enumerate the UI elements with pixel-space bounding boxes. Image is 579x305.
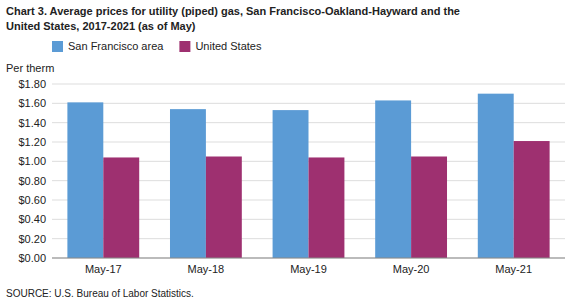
subtitle: United States, 2017-2021 (as of May) [6, 20, 196, 32]
y-tick-label: $0.40 [18, 213, 46, 225]
bars [67, 94, 549, 258]
bar [478, 94, 514, 258]
title: Chart 3. Average prices for utility (pip… [6, 5, 460, 17]
bar [411, 157, 447, 259]
grid [52, 84, 565, 258]
bar [309, 157, 345, 258]
x-tick-label: May-18 [188, 263, 225, 275]
bar [103, 157, 139, 258]
chart: Chart 3. Average prices for utility (pip… [0, 0, 579, 305]
bar [170, 109, 206, 258]
source: SOURCE: U.S. Bureau of Labor Statistics. [6, 288, 194, 299]
bar [514, 141, 550, 258]
bar [375, 100, 411, 258]
legend-label: San Francisco area [68, 40, 164, 52]
x-tick-label: May-20 [393, 263, 430, 275]
y-tick-label: $1.20 [18, 136, 46, 148]
legend-swatch [179, 41, 190, 52]
x-tick-label: May-17 [85, 263, 122, 275]
y-tick-label: $0.00 [18, 252, 46, 264]
y-tick-label: $1.40 [18, 117, 46, 129]
y-tick-label: $0.20 [18, 233, 46, 245]
legend: San Francisco area United States [52, 40, 262, 52]
grid-line [52, 84, 565, 85]
x-tick-label: May-19 [290, 263, 327, 275]
legend-swatch [52, 41, 63, 52]
y-tick-label: $0.60 [18, 194, 46, 206]
bar [206, 157, 242, 259]
y-tick-label: $1.80 [18, 78, 46, 90]
y-tick-label: $1.00 [18, 155, 46, 167]
x-axis-line [52, 258, 565, 259]
bar [273, 110, 309, 258]
legend-label: United States [195, 40, 262, 52]
y-tick-label: $0.80 [18, 175, 46, 187]
y-tick-label: $1.60 [18, 97, 46, 109]
x-tick-label: May-21 [495, 263, 532, 275]
grid-line [52, 258, 565, 259]
y-axis-label: Per therm [6, 62, 54, 74]
bar [67, 102, 103, 258]
